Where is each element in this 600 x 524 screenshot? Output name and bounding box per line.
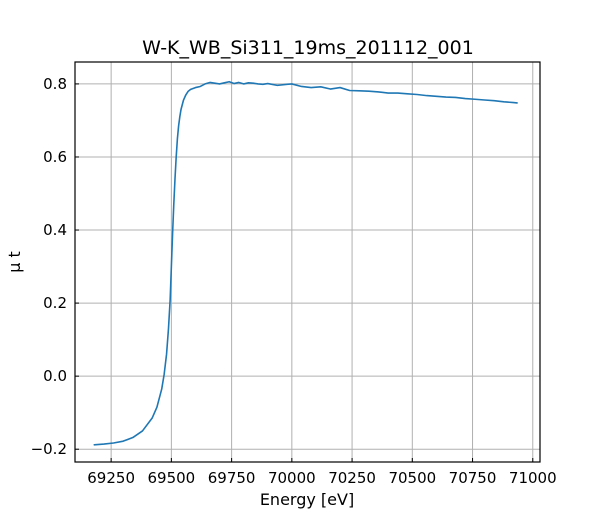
x-tick-label: 71000 [509, 469, 557, 487]
y-tick-label: 0.2 [43, 294, 67, 312]
y-tick-label: −0.2 [31, 440, 67, 458]
x-tick-label: 69500 [148, 469, 196, 487]
x-tick-label: 69750 [208, 469, 256, 487]
y-axis-label: μ t [5, 251, 24, 273]
x-axis-label: Energy [eV] [260, 490, 354, 509]
ticks: 69250 69500 69750 70000 70250 70500 70750 71000… [31, 75, 557, 487]
x-tick-label: 69250 [87, 469, 135, 487]
plot-frame [74, 61, 541, 463]
series-layer [93, 80, 518, 446]
y-tick-label: 0.8 [43, 75, 67, 93]
x-tick-label: 70000 [268, 469, 316, 487]
x-tick-label: 70750 [449, 469, 497, 487]
x-tick-label: 70500 [388, 469, 436, 487]
y-tick-label: 0.6 [43, 148, 67, 166]
x-tick-label: 70250 [328, 469, 376, 487]
y-tick-label: 0.4 [43, 221, 67, 239]
grid [75, 62, 540, 462]
series-line [93, 80, 518, 446]
chart-title: W-K_WB_Si311_19ms_201112_001 [142, 37, 474, 59]
y-tick-label: 0.0 [43, 367, 67, 385]
